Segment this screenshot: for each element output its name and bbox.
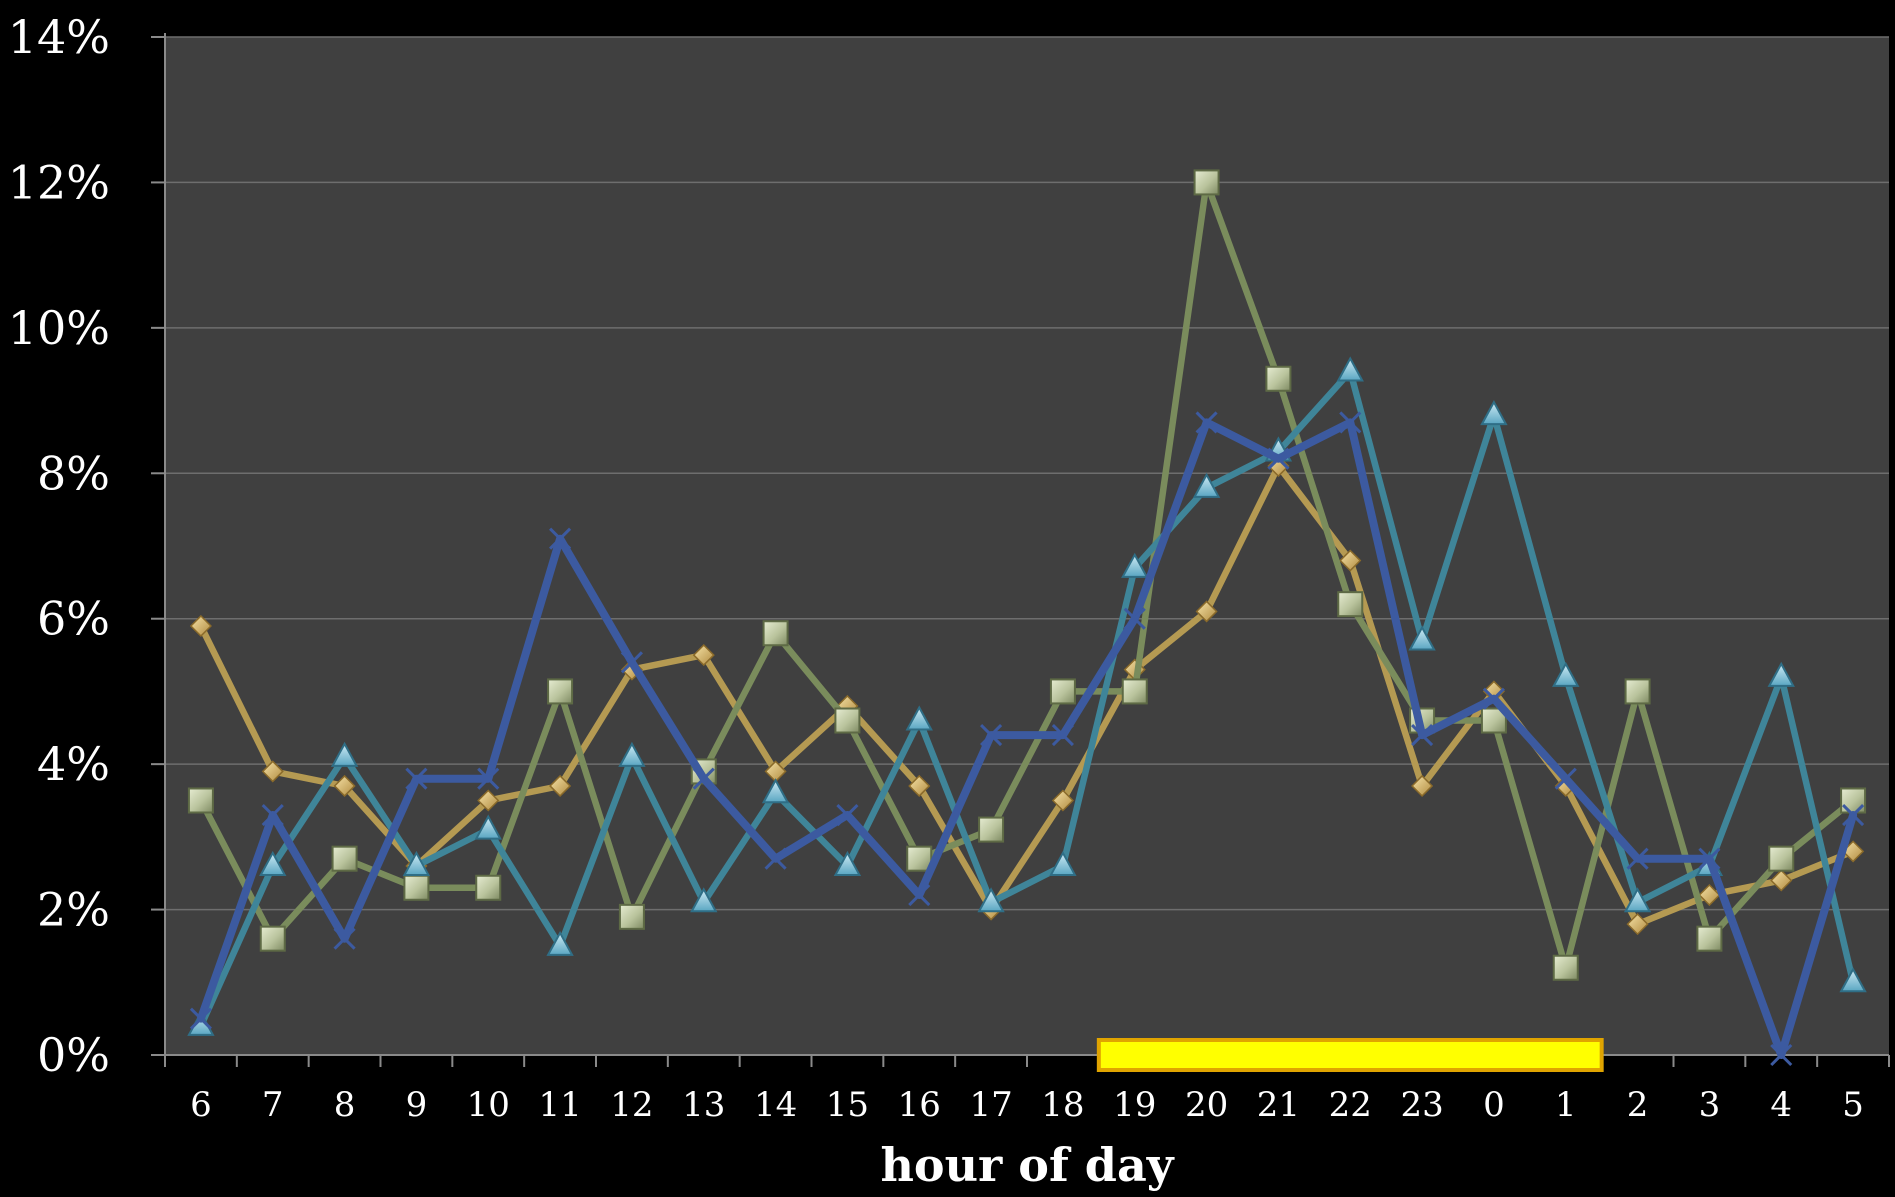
x-tick-label: 15: [826, 1085, 869, 1125]
data-point-square: [1769, 847, 1793, 871]
x-tick-label: 1: [1555, 1085, 1577, 1125]
y-tick-label: 8%: [37, 446, 110, 500]
x-tick-label: 18: [1041, 1085, 1084, 1125]
highlight-bar: [1099, 1040, 1602, 1070]
x-axis-title: hour of day: [880, 1138, 1174, 1192]
data-point-square: [979, 818, 1003, 842]
x-tick-label: 6: [190, 1085, 212, 1125]
data-point-square: [1626, 679, 1650, 703]
x-tick-label: 23: [1400, 1085, 1443, 1125]
x-tick-label: 17: [969, 1085, 1012, 1125]
x-tick-label: 13: [682, 1085, 725, 1125]
y-tick-label: 12%: [8, 155, 110, 209]
data-point-square: [1266, 367, 1290, 391]
data-point-square: [835, 709, 859, 733]
x-tick-label: 5: [1842, 1085, 1864, 1125]
x-tick-label: 11: [538, 1085, 581, 1125]
x-tick-label: 12: [610, 1085, 653, 1125]
y-tick-label: 0%: [37, 1028, 110, 1082]
y-tick-labels: 0% 2% 4% 6% 8% 10% 12% 14%: [8, 10, 110, 1082]
x-tick-label: 16: [898, 1085, 941, 1125]
data-point-square: [620, 905, 644, 929]
data-point-square: [261, 927, 285, 951]
data-point-square: [1338, 592, 1362, 616]
y-tick-label: 10%: [8, 301, 110, 355]
y-tick-label: 6%: [37, 592, 110, 646]
data-point-square: [476, 876, 500, 900]
x-tick-label: 20: [1185, 1085, 1228, 1125]
x-tick-label: 9: [406, 1085, 428, 1125]
x-tick-label: 14: [754, 1085, 797, 1125]
x-tick-label: 7: [262, 1085, 284, 1125]
x-tick-label: 2: [1627, 1085, 1649, 1125]
y-tick-label: 14%: [8, 10, 110, 64]
highlight-layer: [1099, 1040, 1602, 1070]
x-tick-labels: 6 7 8 9 10 11 12 13 14 15 16 17 18 19 20 21 22 23 0 1 2 3 4 5: [190, 1085, 1864, 1125]
x-tick-label: 8: [334, 1085, 356, 1125]
data-point-square: [1554, 956, 1578, 980]
data-point-square: [1051, 679, 1075, 703]
data-point-square: [189, 789, 213, 813]
y-tick-label: 2%: [37, 883, 110, 937]
data-point-square: [404, 876, 428, 900]
data-point-square: [1841, 789, 1865, 813]
x-tick-label: 21: [1257, 1085, 1300, 1125]
x-tick-label: 22: [1329, 1085, 1372, 1125]
x-tick-label: 0: [1483, 1085, 1505, 1125]
data-point-square: [1123, 679, 1147, 703]
x-tick-label: 19: [1113, 1085, 1156, 1125]
x-tick-label: 4: [1770, 1085, 1792, 1125]
x-tick-label: 3: [1699, 1085, 1721, 1125]
data-point-square: [333, 847, 357, 871]
data-point-square: [548, 679, 572, 703]
data-point-square: [764, 621, 788, 645]
x-tick-label: 10: [467, 1085, 510, 1125]
data-point-square: [1195, 170, 1219, 194]
y-tick-label: 4%: [37, 737, 110, 791]
data-point-square: [1697, 927, 1721, 951]
